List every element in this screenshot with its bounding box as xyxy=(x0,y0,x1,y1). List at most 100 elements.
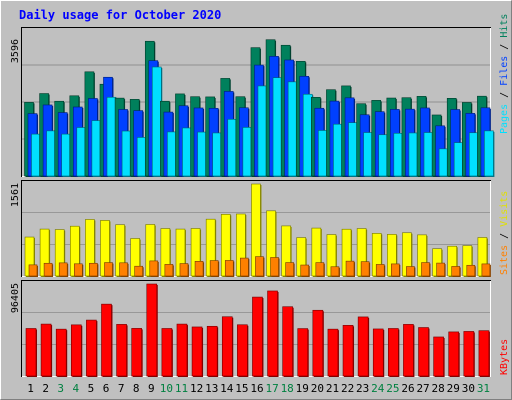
sites-bar xyxy=(270,257,280,277)
sites-bar xyxy=(451,266,461,277)
sites-bar xyxy=(209,260,220,277)
panel-kbytes xyxy=(21,280,491,377)
sites-bar xyxy=(481,263,491,277)
sites-bar xyxy=(285,262,295,277)
sites-bar xyxy=(73,263,84,277)
x-tick-label: 4 xyxy=(73,382,80,395)
sites-bar xyxy=(360,261,371,277)
kbytes-bar xyxy=(448,331,460,377)
kbytes-bar xyxy=(478,330,490,377)
sites-bar xyxy=(436,262,446,277)
x-tick-label: 8 xyxy=(133,382,140,395)
kbytes-bar xyxy=(327,328,339,377)
x-tick-label: 9 xyxy=(148,382,155,395)
sites-bar xyxy=(119,262,129,277)
kbytes-bar xyxy=(282,306,294,377)
kbytes-bar xyxy=(357,316,370,377)
kbytes-bar xyxy=(297,328,309,377)
sites-bar xyxy=(300,264,310,277)
kbytes-bar xyxy=(40,323,53,377)
bars-hits xyxy=(24,39,495,178)
sites-bar xyxy=(375,264,386,277)
x-tick-label: 25 xyxy=(386,382,399,395)
sites-bar xyxy=(149,260,159,277)
sites-bar xyxy=(89,262,99,277)
sites-bar xyxy=(466,264,476,277)
x-tick-label: 30 xyxy=(462,382,475,395)
sites-bar xyxy=(406,266,416,277)
x-tick-label: 27 xyxy=(416,382,429,395)
x-tick-label: 6 xyxy=(103,382,110,395)
kbytes-bar xyxy=(55,328,68,377)
kbytes-bar xyxy=(312,309,324,377)
x-tick-label: 31 xyxy=(477,382,490,395)
pages-bar xyxy=(484,130,495,177)
kbytes-bar xyxy=(70,324,83,377)
x-tick-label: 13 xyxy=(205,382,218,395)
x-tick-label: 16 xyxy=(250,382,263,395)
sites-bar xyxy=(28,264,38,277)
kbytes-bar xyxy=(252,296,264,377)
svg-text:Sites / Visits: Sites / Visits xyxy=(499,191,510,275)
sites-bar xyxy=(391,263,401,277)
x-tick-label: 15 xyxy=(235,382,248,395)
bars-visits xyxy=(24,183,491,277)
ymax-label-visits: 1561 xyxy=(10,183,21,207)
legend-kbytes: KBytes xyxy=(499,339,510,375)
legend-sep-3: / xyxy=(499,227,510,245)
x-tick-label: 26 xyxy=(401,382,414,395)
kbytes-bar xyxy=(131,328,143,377)
sites-bar xyxy=(224,260,235,277)
x-tick-label: 24 xyxy=(371,382,385,395)
x-tick-label: 21 xyxy=(326,382,339,395)
x-tick-label: 18 xyxy=(281,382,294,395)
panel-hits xyxy=(21,27,495,178)
kbytes-bar xyxy=(161,328,173,377)
x-tick-label: 19 xyxy=(296,382,309,395)
bars-kbytes xyxy=(25,283,490,377)
x-tick-label: 12 xyxy=(190,382,203,395)
x-tick-label: 28 xyxy=(432,382,445,395)
x-tick-label: 2 xyxy=(42,382,49,395)
legend-files: Files xyxy=(499,56,510,86)
x-tick-label: 7 xyxy=(118,382,125,395)
legend-visits: Sites / Visits xyxy=(499,191,510,275)
x-tick-label: 3 xyxy=(57,382,64,395)
x-tick-label: 1 xyxy=(27,382,34,395)
legend-visits-label: Visits xyxy=(499,191,510,227)
sites-bar xyxy=(179,263,189,277)
ymax-label-hits: 3596 xyxy=(10,39,21,63)
kbytes-bar xyxy=(388,328,400,377)
sites-bar xyxy=(134,265,144,277)
sites-bar xyxy=(345,260,356,277)
kbytes-bar xyxy=(403,324,415,377)
legend-pages: Pages xyxy=(499,104,510,134)
svg-text:Pages / Files / Hits: Pages / Files / Hits xyxy=(499,14,510,134)
kbytes-bar xyxy=(433,336,445,377)
sites-bar xyxy=(58,262,69,277)
sites-bar xyxy=(315,262,325,277)
ymax-label-kbytes: 96405 xyxy=(10,283,21,313)
kbytes-bar xyxy=(25,328,37,377)
kbytes-bar xyxy=(146,283,158,377)
legend-hits-label: Hits xyxy=(499,14,510,38)
x-tick-label: 10 xyxy=(160,382,173,395)
kbytes-bar xyxy=(101,303,113,377)
sites-bar xyxy=(255,256,265,277)
kbytes-bar xyxy=(267,290,279,377)
kbytes-bar xyxy=(116,324,128,377)
sites-bar xyxy=(330,266,340,277)
x-tick-label: 23 xyxy=(356,382,369,395)
kbytes-bar xyxy=(206,325,219,377)
legend-hits: Pages / Files / Hits xyxy=(499,14,510,134)
sites-bar xyxy=(43,262,54,277)
chart-title: Daily usage for October 2020 xyxy=(19,8,221,22)
panel-visits xyxy=(21,180,491,277)
sites-bar xyxy=(194,261,205,277)
kbytes-bar xyxy=(176,323,188,377)
kbytes-bar xyxy=(418,327,430,377)
x-tick-label: 29 xyxy=(447,382,460,395)
sites-bar xyxy=(164,264,174,277)
